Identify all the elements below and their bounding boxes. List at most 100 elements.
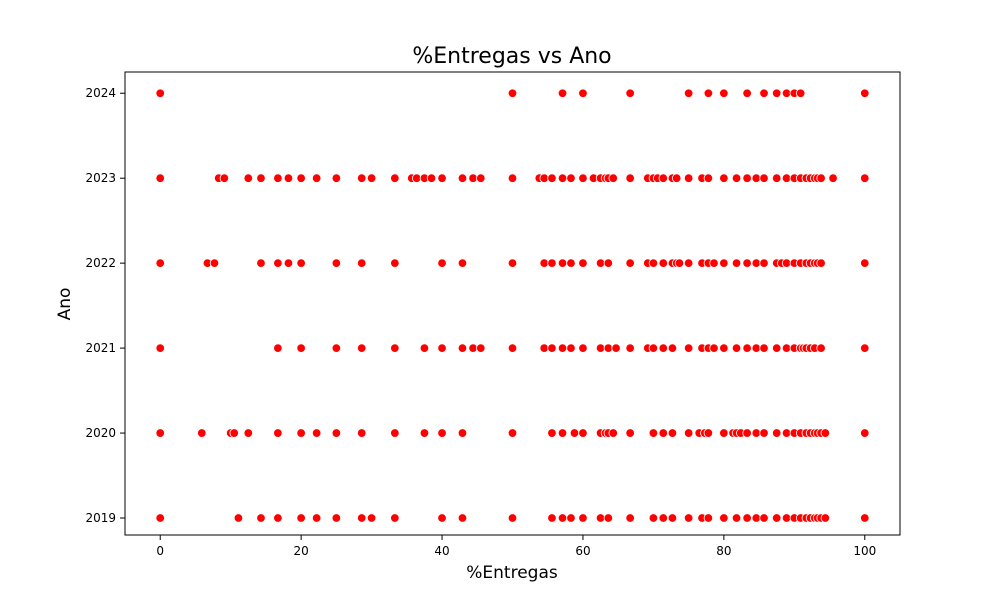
data-point bbox=[426, 173, 437, 183]
data-point bbox=[751, 513, 761, 523]
data-point bbox=[667, 513, 678, 523]
data-point bbox=[219, 173, 230, 183]
data-point bbox=[772, 428, 782, 438]
data-point bbox=[331, 513, 342, 523]
data-point bbox=[742, 343, 752, 353]
data-point bbox=[625, 343, 635, 353]
data-point bbox=[658, 428, 668, 438]
data-point bbox=[233, 513, 244, 523]
data-point bbox=[476, 343, 486, 353]
data-point bbox=[437, 173, 447, 183]
data-point bbox=[683, 343, 694, 353]
data-point bbox=[772, 88, 782, 98]
data-point bbox=[547, 343, 557, 353]
data-point bbox=[296, 173, 306, 183]
data-point bbox=[507, 343, 518, 353]
y-tick-label: 2024 bbox=[85, 86, 116, 100]
data-point bbox=[155, 513, 165, 523]
data-point bbox=[331, 258, 342, 268]
data-point bbox=[772, 343, 782, 353]
data-point bbox=[311, 428, 322, 438]
data-point bbox=[547, 173, 557, 183]
data-point bbox=[781, 513, 792, 523]
data-point bbox=[273, 173, 283, 183]
data-point bbox=[390, 173, 400, 183]
data-point bbox=[709, 258, 719, 268]
y-tick-label: 2023 bbox=[85, 171, 116, 185]
x-tick-label: 0 bbox=[156, 544, 164, 558]
data-point bbox=[357, 343, 367, 353]
data-point bbox=[547, 513, 557, 523]
x-axis-label: %Entregas bbox=[466, 563, 558, 583]
data-point bbox=[751, 173, 761, 183]
data-point bbox=[507, 258, 518, 268]
data-point bbox=[566, 343, 576, 353]
data-point bbox=[625, 428, 635, 438]
data-point bbox=[603, 258, 614, 268]
data-point bbox=[595, 513, 606, 523]
data-point bbox=[256, 173, 266, 183]
data-point bbox=[390, 513, 400, 523]
data-point bbox=[331, 343, 342, 353]
data-point bbox=[557, 258, 568, 268]
x-tick-label: 40 bbox=[434, 544, 449, 558]
data-point bbox=[731, 258, 742, 268]
data-point bbox=[539, 258, 549, 268]
data-point bbox=[296, 513, 306, 523]
data-point bbox=[719, 173, 729, 183]
data-point bbox=[468, 173, 478, 183]
data-point bbox=[860, 258, 870, 268]
data-point bbox=[719, 88, 729, 98]
data-point bbox=[566, 258, 576, 268]
data-point bbox=[683, 428, 694, 438]
data-point bbox=[256, 258, 266, 268]
data-point bbox=[155, 428, 165, 438]
data-point bbox=[331, 173, 342, 183]
data-point bbox=[557, 428, 568, 438]
y-axis-label: Ano bbox=[55, 288, 75, 321]
data-point bbox=[507, 88, 518, 98]
data-point bbox=[357, 513, 367, 523]
y-tick-label: 2020 bbox=[85, 426, 116, 440]
data-point bbox=[557, 88, 568, 98]
data-point bbox=[539, 343, 549, 353]
data-point bbox=[816, 343, 826, 353]
data-point bbox=[557, 173, 568, 183]
y-tick-label: 2021 bbox=[85, 341, 116, 355]
data-point bbox=[476, 173, 486, 183]
data-point bbox=[731, 513, 742, 523]
data-point bbox=[719, 343, 729, 353]
data-point bbox=[273, 343, 283, 353]
data-point bbox=[566, 513, 576, 523]
data-point bbox=[658, 173, 668, 183]
data-point bbox=[296, 258, 306, 268]
data-point bbox=[390, 258, 400, 268]
data-point bbox=[683, 258, 694, 268]
data-point bbox=[742, 513, 752, 523]
data-point bbox=[709, 343, 719, 353]
data-point bbox=[667, 343, 678, 353]
data-point bbox=[625, 173, 635, 183]
data-point bbox=[742, 88, 752, 98]
data-point bbox=[625, 258, 635, 268]
data-point bbox=[772, 173, 782, 183]
data-point bbox=[507, 173, 518, 183]
data-point bbox=[648, 428, 659, 438]
data-point bbox=[283, 258, 294, 268]
data-point bbox=[296, 428, 306, 438]
data-point bbox=[243, 173, 253, 183]
data-point bbox=[539, 173, 549, 183]
data-point bbox=[751, 428, 761, 438]
data-point bbox=[578, 173, 588, 183]
data-point bbox=[366, 513, 377, 523]
data-point bbox=[781, 173, 792, 183]
data-point bbox=[731, 343, 742, 353]
data-point bbox=[437, 258, 447, 268]
data-point bbox=[781, 258, 792, 268]
data-point bbox=[273, 258, 283, 268]
data-point bbox=[742, 428, 752, 438]
data-point bbox=[457, 513, 468, 523]
data-point bbox=[683, 513, 694, 523]
data-point bbox=[759, 428, 769, 438]
data-point bbox=[820, 428, 831, 438]
